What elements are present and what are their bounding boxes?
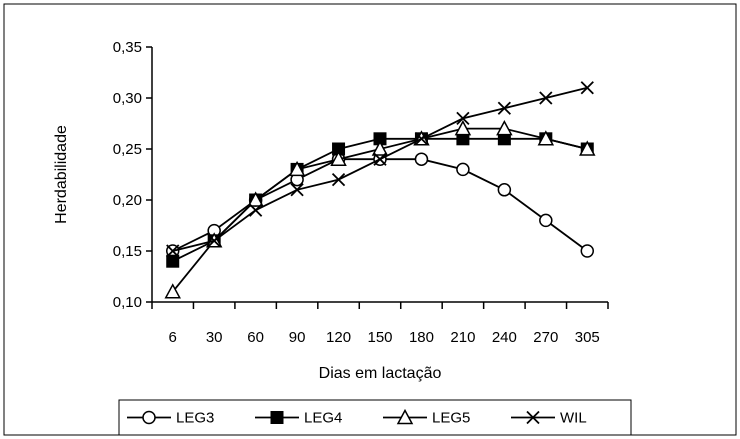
axes: 0,10 0,15 0,20 0,25 0,30 0,35 6 30 60 90 120 150 180… xyxy=(113,39,609,346)
legend-item-leg4: LEG4 xyxy=(255,410,342,427)
x-tick-label: 30 xyxy=(206,329,223,346)
data-point-wil xyxy=(580,81,594,95)
data-point-wil xyxy=(331,172,346,187)
data-point-wil xyxy=(373,152,387,166)
data-point-leg5 xyxy=(330,150,347,166)
y-tick-label: 0,25 xyxy=(113,141,142,158)
x-tick-label: 6 xyxy=(169,329,177,346)
data-point-leg5 xyxy=(371,140,389,156)
data-point-wil xyxy=(497,101,512,115)
x-tick-label: 210 xyxy=(450,329,475,346)
data-point-leg5 xyxy=(579,140,596,156)
legend: LEG3 LEG4 LEG5 WIL xyxy=(118,399,632,436)
data-point-leg3 xyxy=(497,183,512,197)
y-tick-label: 0,30 xyxy=(113,90,142,107)
legend-label-leg5: LEG5 xyxy=(432,410,470,427)
data-point-wil xyxy=(414,132,429,146)
legend-label-wil: WIL xyxy=(560,410,587,427)
legend-marker-leg5 xyxy=(396,408,414,425)
x-tick-label: 120 xyxy=(326,329,351,346)
data-point-leg3 xyxy=(456,162,470,177)
y-tick-label: 0,15 xyxy=(113,243,142,260)
legend-label-leg3: LEG3 xyxy=(176,410,214,427)
chart-border xyxy=(3,3,737,436)
legend-marker-leg4 xyxy=(270,411,284,424)
legend-item-leg5: LEG5 xyxy=(383,408,470,427)
data-point-leg5 xyxy=(247,191,264,207)
data-point-leg5 xyxy=(288,160,306,177)
x-tick-label: 240 xyxy=(492,329,517,346)
x-tick-label: 180 xyxy=(409,329,434,346)
y-axis-title: Herdabilidade xyxy=(53,125,70,224)
data-point-leg5 xyxy=(496,120,513,136)
y-tick-label: 0,35 xyxy=(113,39,142,56)
x-tick-label: 270 xyxy=(533,329,558,346)
data-point-leg5 xyxy=(454,120,472,136)
x-tick-label: 90 xyxy=(289,329,306,346)
data-point-leg3 xyxy=(539,213,553,228)
x-tick-label: 150 xyxy=(367,329,392,346)
x-tick-label: 60 xyxy=(247,329,264,346)
legend-label-leg4: LEG4 xyxy=(304,410,342,427)
legend-marker-leg3 xyxy=(142,410,156,425)
legend-item-leg3: LEG3 xyxy=(127,410,214,427)
x-axis-title: Dias em lactação xyxy=(319,365,442,382)
data-point-wil xyxy=(456,111,470,126)
data-point-leg3 xyxy=(414,152,429,166)
data-point-wil xyxy=(207,234,221,248)
series-layer xyxy=(164,81,596,299)
data-point-wil xyxy=(248,203,263,217)
data-point-wil xyxy=(539,91,553,105)
series-wil xyxy=(166,81,594,258)
y-tick-label: 0,20 xyxy=(113,192,142,209)
data-point-leg4 xyxy=(166,254,180,268)
data-point-wil xyxy=(166,244,180,258)
legend-marker-wil xyxy=(526,410,540,425)
data-point-leg3 xyxy=(580,244,595,258)
x-tick-label: 305 xyxy=(575,329,600,346)
data-point-leg5 xyxy=(164,283,181,299)
data-point-leg5 xyxy=(537,130,555,146)
y-tick-label: 0,10 xyxy=(113,294,142,311)
data-point-wil xyxy=(290,183,304,197)
legend-item-wil: WIL xyxy=(511,410,587,427)
